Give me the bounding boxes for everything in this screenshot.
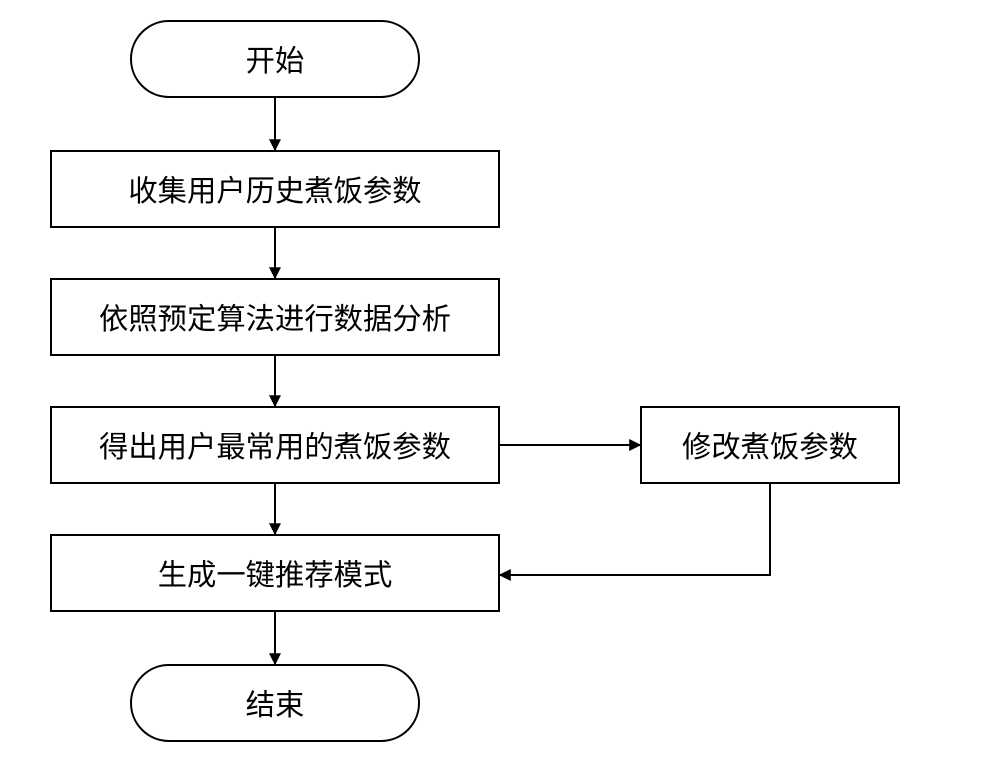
node-label: 修改煮饭参数 xyxy=(682,424,858,466)
flow-node-analyze: 依照预定算法进行数据分析 xyxy=(50,278,500,356)
flow-node-collect-params: 收集用户历史煮饭参数 xyxy=(50,150,500,228)
flow-node-derive-common: 得出用户最常用的煮饭参数 xyxy=(50,406,500,484)
flow-node-end: 结束 xyxy=(130,664,420,742)
flow-edges xyxy=(0,0,1000,767)
node-label: 依照预定算法进行数据分析 xyxy=(99,296,451,338)
flow-node-generate-recommend: 生成一键推荐模式 xyxy=(50,534,500,612)
flow-node-start: 开始 xyxy=(130,20,420,98)
node-label: 结束 xyxy=(246,682,305,724)
flowchart-canvas: 开始 收集用户历史煮饭参数 依照预定算法进行数据分析 得出用户最常用的煮饭参数 … xyxy=(0,0,1000,767)
node-label: 生成一键推荐模式 xyxy=(158,552,393,594)
flow-node-modify-params: 修改煮饭参数 xyxy=(640,406,900,484)
node-label: 开始 xyxy=(246,38,305,80)
node-label: 得出用户最常用的煮饭参数 xyxy=(99,424,451,466)
node-label: 收集用户历史煮饭参数 xyxy=(128,168,421,210)
